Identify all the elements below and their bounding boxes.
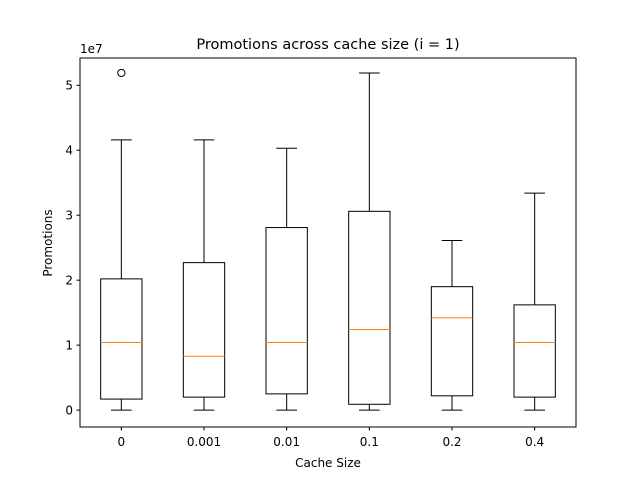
box-iqr [513,304,556,398]
x-tick-label: 0.4 [525,435,544,449]
box-plot-marks [100,68,556,411]
box-iqr [430,286,474,397]
y-axis-label: Promotions [41,209,55,276]
box-group [348,72,391,411]
box-iqr [100,278,143,400]
chart-title: Promotions across cache size (i = 1) [196,37,459,53]
box-iqr [265,227,308,395]
plot-area-frame [79,57,577,428]
y-axis-scale-label: 1e7 [80,42,103,56]
box-group [513,192,556,411]
y-tick-label: 4 [65,143,73,157]
y-tick-label: 3 [65,208,73,222]
x-tick-label: 0.2 [442,435,461,449]
y-axis: 0 1 2 3 4 5 [65,78,80,417]
x-axis-label: Cache Size [295,456,361,470]
outlier-point [117,68,126,78]
y-tick-label: 0 [65,403,73,417]
y-tick-label: 1 [65,338,73,352]
box-group [265,147,308,411]
x-tick-label: 0.1 [360,435,379,449]
x-tick-label: 0.001 [187,435,221,449]
box-group [100,68,143,411]
x-axis: 0 0.001 0.01 0.1 0.2 0.4 [118,427,544,449]
y-tick-label: 5 [65,78,73,92]
y-tick-label: 2 [65,273,73,287]
box-iqr [348,210,391,405]
box-group [182,139,226,411]
x-tick-label: 0 [118,435,126,449]
box-group [430,240,474,411]
x-tick-label: 0.01 [273,435,300,449]
box-iqr [182,262,226,398]
